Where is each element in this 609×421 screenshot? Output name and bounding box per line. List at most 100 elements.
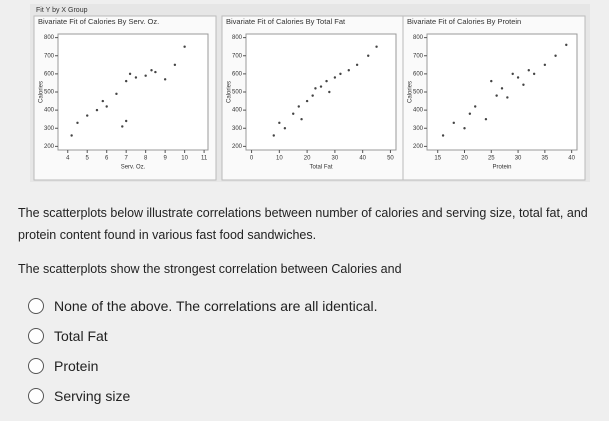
chart-title: Bivariate Fit of Calories By Total Fat: [226, 17, 346, 26]
point: [115, 92, 118, 96]
point: [355, 63, 359, 67]
y-tick-label: 400: [413, 108, 424, 114]
point: [375, 45, 378, 48]
x-tick-label: 30: [332, 156, 339, 162]
y-tick-label: 400: [44, 108, 55, 114]
y-tick-label: 500: [413, 90, 424, 96]
option-label[interactable]: None of the above. The correlations are …: [54, 298, 378, 314]
y-tick-label: 400: [232, 108, 243, 114]
y-tick-label: 300: [44, 126, 55, 132]
point: [527, 69, 530, 72]
chart-title: Bivariate Fit of Calories By Protein: [407, 17, 521, 26]
point: [441, 134, 445, 137]
x-tick-label: 50: [387, 156, 394, 162]
point: [452, 121, 455, 125]
point: [305, 99, 309, 103]
x-axis-label: Total Fat: [309, 165, 332, 171]
point: [511, 72, 514, 76]
point: [490, 79, 493, 83]
point: [101, 99, 105, 103]
point: [134, 76, 138, 79]
point: [325, 79, 328, 83]
point: [554, 54, 557, 57]
point: [468, 112, 472, 115]
y-tick-label: 700: [232, 53, 243, 59]
y-tick-label: 800: [413, 35, 424, 41]
point: [283, 127, 287, 130]
x-tick-label: 30: [515, 156, 522, 162]
y-tick-label: 700: [413, 53, 424, 59]
point: [95, 108, 99, 112]
x-tick-label: 11: [201, 156, 208, 162]
plot-area: [57, 33, 209, 151]
point: [463, 127, 466, 130]
y-tick-label: 600: [413, 71, 424, 77]
option[interactable]: Total Fat: [28, 328, 108, 344]
point: [124, 79, 128, 83]
y-tick-label: 500: [44, 90, 55, 96]
y-tick-label: 200: [413, 144, 424, 150]
radio-button[interactable]: [28, 388, 44, 404]
y-tick-label: 300: [232, 126, 243, 132]
x-tick-label: 5: [86, 156, 90, 162]
y-axis-label: Calories: [227, 81, 233, 103]
x-tick-label: 6: [105, 156, 109, 162]
option-label[interactable]: Total Fat: [54, 328, 108, 344]
point: [272, 134, 275, 137]
radio-button[interactable]: [28, 298, 44, 314]
y-axis-label: Calories: [408, 81, 414, 103]
y-axis-label: Calories: [39, 81, 45, 103]
x-tick-label: 15: [434, 156, 441, 162]
y-tick-label: 600: [44, 71, 55, 77]
point: [144, 74, 147, 77]
option[interactable]: Protein: [28, 358, 98, 374]
point: [300, 117, 303, 121]
point: [532, 72, 536, 76]
charts: Fit Y by X Group Bivariate Fit of Calori…: [30, 4, 590, 182]
point: [347, 69, 350, 72]
point: [292, 112, 295, 115]
point: [76, 121, 79, 125]
point: [339, 72, 342, 76]
option-label[interactable]: Serving size: [54, 388, 131, 404]
option[interactable]: Serving size: [28, 388, 130, 404]
radio-button[interactable]: [28, 358, 44, 374]
chart-title: Bivariate Fit of Calories By Serv. Oz.: [38, 17, 159, 26]
point: [516, 76, 520, 79]
y-tick-label: 700: [44, 53, 55, 59]
point: [278, 121, 281, 125]
x-tick-label: 8: [144, 156, 148, 162]
x-tick-label: 10: [181, 156, 188, 162]
radio-button[interactable]: [28, 328, 44, 344]
point: [495, 94, 498, 97]
y-tick-label: 300: [413, 126, 424, 132]
header-title: Fit Y by X Group: [36, 7, 88, 14]
x-tick-label: 35: [542, 156, 549, 162]
point: [173, 63, 177, 67]
point: [506, 96, 509, 99]
point: [183, 45, 186, 48]
x-tick-label: 25: [488, 156, 495, 162]
option-label[interactable]: Protein: [54, 358, 99, 374]
point: [543, 63, 547, 67]
x-tick-label: 4: [66, 156, 70, 162]
plot-area: [426, 33, 578, 151]
point: [86, 114, 89, 117]
point: [124, 119, 128, 123]
y-tick-label: 600: [232, 71, 243, 77]
point: [163, 78, 167, 81]
intro: The scatterplots below illustrate correl…: [18, 206, 588, 242]
x-axis-label: Serv. Oz.: [121, 165, 146, 171]
point: [311, 94, 314, 97]
x-tick-label: 40: [359, 156, 366, 162]
point: [121, 125, 124, 128]
point: [297, 105, 300, 108]
point: [70, 134, 73, 137]
y-tick-label: 800: [232, 35, 243, 41]
option[interactable]: None of the above. The correlations are …: [28, 298, 378, 314]
point: [484, 117, 488, 121]
x-axis-label: Protein: [492, 165, 511, 171]
x-tick-label: 20: [304, 156, 311, 162]
point: [154, 70, 157, 74]
